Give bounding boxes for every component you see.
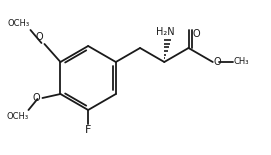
Text: O: O: [36, 32, 43, 42]
Text: O: O: [33, 93, 40, 103]
Text: OCH₃: OCH₃: [6, 112, 28, 121]
Text: F: F: [85, 125, 91, 135]
Text: H₂N: H₂N: [156, 27, 175, 37]
Text: OCH₃: OCH₃: [7, 19, 30, 28]
Text: O: O: [192, 29, 200, 39]
Text: O: O: [214, 57, 221, 67]
Text: CH₃: CH₃: [234, 58, 249, 66]
